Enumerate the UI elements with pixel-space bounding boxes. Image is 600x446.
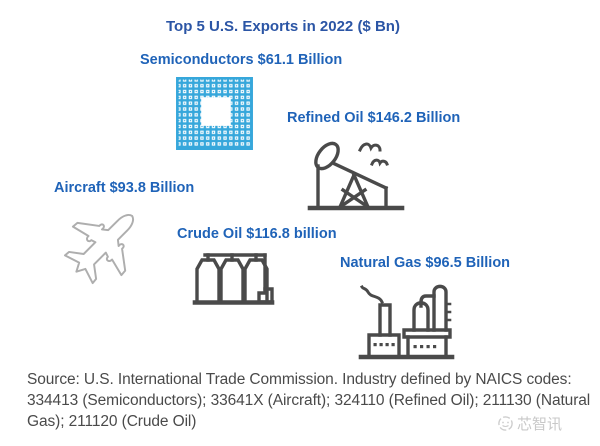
label-refined-oil: Refined Oil $146.2 Billion — [287, 110, 461, 126]
label-semiconductors: Semiconductors $61.1 Billion — [140, 52, 343, 68]
label-crude-oil: Crude Oil $116.8 billion — [177, 226, 337, 242]
source-note: Source: U.S. International Trade Commiss… — [27, 369, 592, 432]
gas-refinery-icon — [358, 284, 455, 360]
chart-title: Top 5 U.S. Exports in 2022 ($ Bn) — [166, 18, 400, 35]
oil-pumpjack-icon — [307, 141, 405, 211]
watermark-text: 芯智讯 — [517, 416, 563, 433]
semiconductor-chip-icon — [176, 77, 253, 150]
watermark-logo-icon — [498, 416, 513, 431]
source-line-1: Source: U.S. International Trade Commiss… — [27, 371, 572, 388]
airplane-icon — [63, 213, 135, 285]
source-line-2: 334413 (Semiconductors); 33641X (Aircraf… — [27, 392, 591, 409]
oil-storage-tanks-icon — [192, 253, 275, 305]
watermark: 芯智讯 — [497, 413, 562, 434]
source-line-3: Gas); 211120 (Crude Oil) — [27, 413, 197, 430]
label-aircraft: Aircraft $93.8 Billion — [54, 180, 195, 196]
label-natural-gas: Natural Gas $96.5 Billion — [340, 255, 511, 271]
